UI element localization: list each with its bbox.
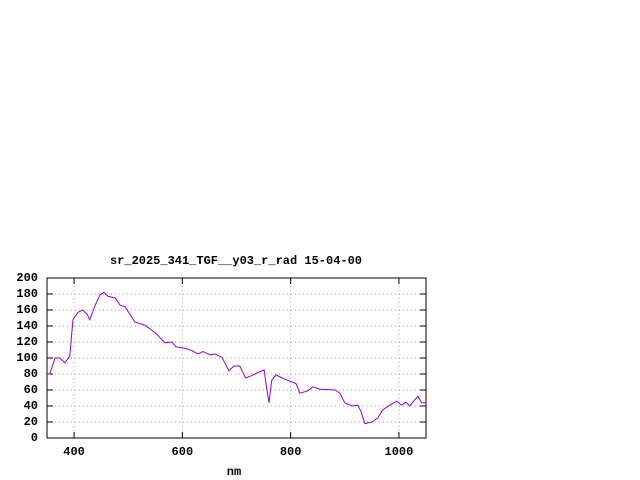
y-tick-label: 140 <box>16 319 38 333</box>
y-tick-label: 20 <box>24 415 38 429</box>
y-tick-label: 80 <box>24 367 38 381</box>
chart-title: sr_2025_341_TGF__y03_r_rad 15-04-00 <box>110 254 362 268</box>
y-tick-label: 200 <box>16 271 38 285</box>
x-tick-label: 400 <box>63 445 85 459</box>
x-axis-label: nm <box>227 465 241 479</box>
plot-frame <box>46 277 427 439</box>
x-tick-label: 800 <box>280 445 302 459</box>
x-tick-label: 600 <box>172 445 194 459</box>
y-tick-label: 40 <box>24 399 38 413</box>
x-tick-label: 1000 <box>385 445 414 459</box>
y-tick-label: 60 <box>24 383 38 397</box>
y-tick-label: 100 <box>16 351 38 365</box>
y-tick-label: 160 <box>16 303 38 317</box>
y-tick-label: 120 <box>16 335 38 349</box>
y-tick-label: 180 <box>16 287 38 301</box>
data-line <box>47 291 426 425</box>
y-tick-label: 0 <box>31 431 38 445</box>
